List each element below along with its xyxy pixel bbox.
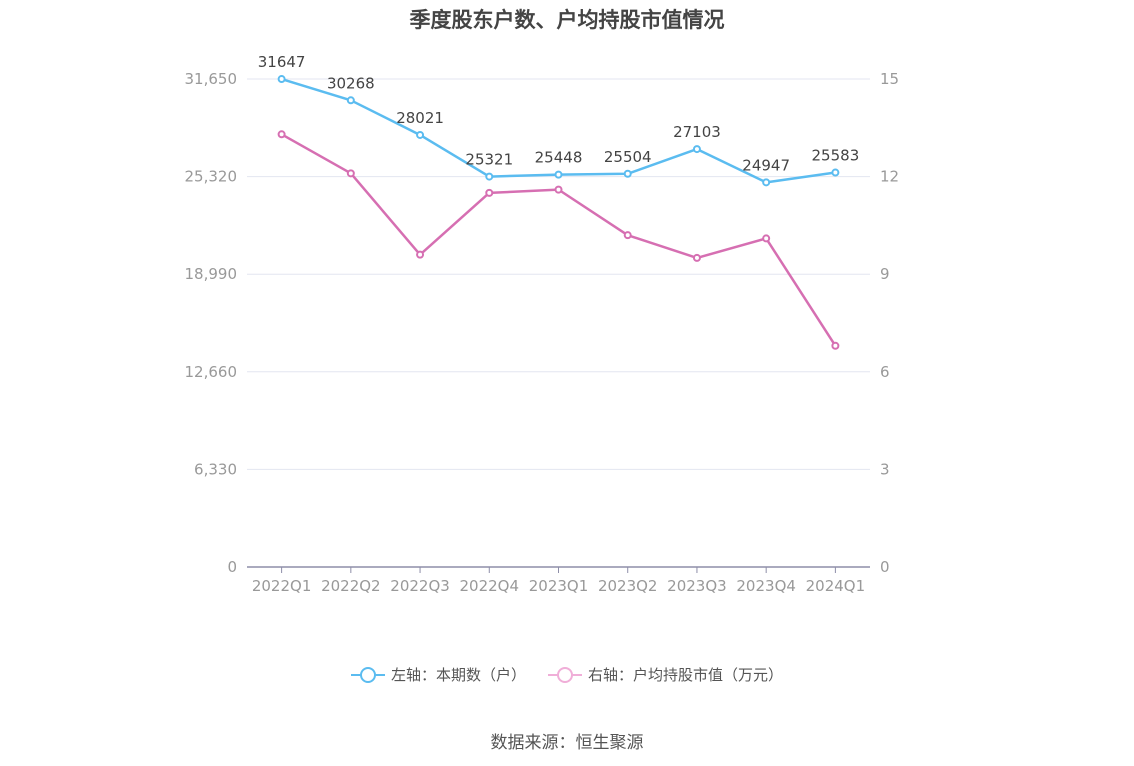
data-point <box>346 169 355 178</box>
y-right-tick-label: 0 <box>880 558 890 576</box>
data-label: 24947 <box>742 156 790 174</box>
series <box>277 75 840 350</box>
legend-label-left: 左轴：本期数（户） <box>390 666 526 684</box>
data-point <box>485 188 494 197</box>
chart-title: 季度股东户数、户均持股市值情况 <box>409 8 725 32</box>
data-point <box>692 145 701 154</box>
axes: 0 0 6,330 3 12,660 6 18,990 9 25,320 12 31,650 15 20… <box>185 70 900 595</box>
data-point <box>554 170 563 179</box>
data-label: 31647 <box>258 53 306 71</box>
x-tick-label: 2023Q4 <box>736 577 796 595</box>
data-point <box>831 341 840 350</box>
y-right-tick-label: 6 <box>880 363 890 381</box>
legend-symbol-left <box>350 666 385 683</box>
y-right-tick-label: 9 <box>880 265 890 283</box>
data-point <box>346 96 355 105</box>
y-left-tick-label: 18,990 <box>185 265 238 283</box>
data-point <box>416 250 425 259</box>
data-point <box>277 130 286 139</box>
data-point <box>416 130 425 139</box>
y-right-tick-label: 3 <box>880 460 890 478</box>
data-point <box>692 253 701 262</box>
x-tick-label: 2023Q2 <box>598 577 658 595</box>
x-tick-label: 2023Q3 <box>667 577 727 595</box>
data-label: 25583 <box>812 147 860 165</box>
data-label: 27103 <box>673 123 721 141</box>
data-point <box>762 234 771 243</box>
data-point <box>623 231 632 240</box>
legend-label-right: 右轴：户均持股市值（万元） <box>588 666 784 684</box>
y-left-tick-label: 6,330 <box>194 460 237 478</box>
legend-symbol-right <box>548 666 582 683</box>
x-tick-label: 2024Q1 <box>806 577 866 595</box>
data-label: 25321 <box>465 151 513 169</box>
legend: 左轴：本期数（户） 右轴：户均持股市值（万元） <box>0 664 1134 685</box>
line-chart: 0 0 6,330 3 12,660 6 18,990 9 25,320 12 31,650 15 20… <box>185 53 900 595</box>
data-point <box>831 168 840 177</box>
data-label: 25504 <box>604 148 652 166</box>
data-point <box>623 169 632 178</box>
y-left-tick-label: 0 <box>227 558 237 576</box>
y-right-tick-label: 12 <box>880 168 899 186</box>
x-tick-label: 2022Q1 <box>252 577 312 595</box>
data-point <box>485 172 494 181</box>
data-label: 28021 <box>396 109 444 127</box>
y-right-tick-label: 15 <box>880 70 899 88</box>
y-left-tick-label: 12,660 <box>185 363 238 381</box>
data-point <box>554 185 563 194</box>
data-point <box>277 75 286 84</box>
data-source: 数据来源：恒生聚源 <box>490 733 644 753</box>
data-labels: 31647 30268 28021 25321 25448 25504 27103 24947… <box>258 53 859 174</box>
y-left-tick-label: 25,320 <box>185 168 238 186</box>
legend-item-right-series[interactable]: 右轴：户均持股市值（万元） <box>548 664 783 685</box>
grid-lines <box>247 78 870 470</box>
y-left-tick-label: 31,650 <box>185 70 238 88</box>
data-label: 30268 <box>327 74 375 92</box>
legend-item-left-series[interactable]: 左轴：本期数（户） <box>350 664 526 685</box>
data-label: 25448 <box>535 149 583 167</box>
x-tick-label: 2022Q4 <box>460 577 520 595</box>
x-tick-label: 2023Q1 <box>529 577 589 595</box>
x-tick-label: 2022Q3 <box>390 577 450 595</box>
data-point <box>762 178 771 187</box>
x-tick-label: 2022Q2 <box>321 577 381 595</box>
